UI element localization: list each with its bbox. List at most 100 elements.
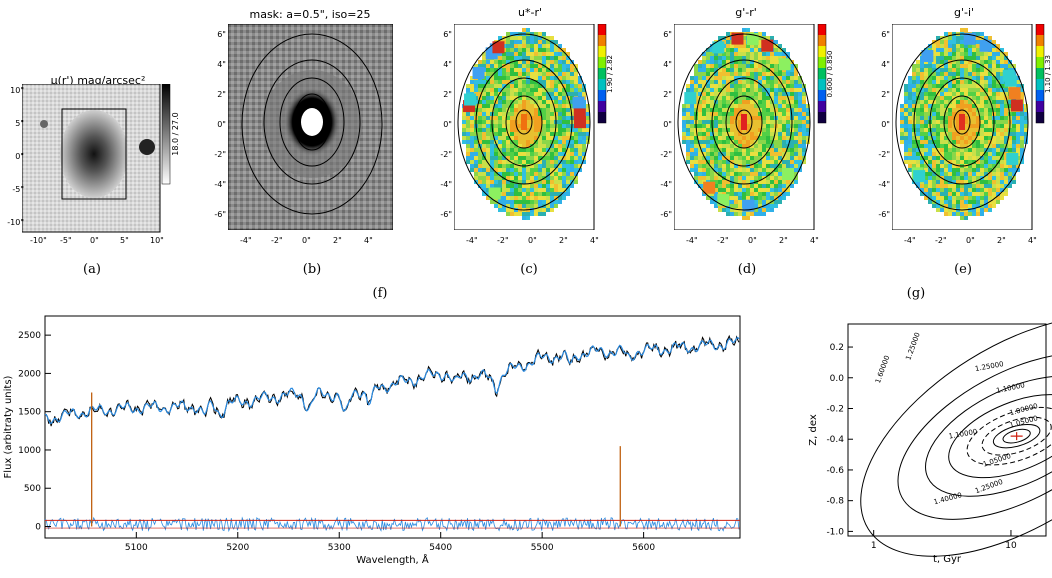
pixel — [770, 124, 774, 128]
pixel — [550, 196, 554, 200]
pixel — [770, 52, 774, 56]
pixel — [798, 92, 802, 96]
pixel — [546, 64, 550, 68]
pixel — [988, 72, 992, 76]
pixel — [940, 120, 944, 124]
pixel — [538, 140, 542, 144]
pixel — [948, 184, 952, 188]
pixel — [794, 64, 798, 68]
pixel — [1016, 80, 1020, 84]
pixel — [980, 144, 984, 148]
pixel — [558, 52, 562, 56]
pixel — [770, 148, 774, 152]
pixel — [746, 136, 750, 140]
pixel — [1012, 132, 1016, 136]
pixel — [494, 84, 498, 88]
pixel — [534, 68, 538, 72]
pixel — [988, 112, 992, 116]
pixel — [738, 192, 742, 196]
pixel — [778, 120, 782, 124]
pixel — [900, 124, 904, 128]
pixel — [992, 192, 996, 196]
pixel — [530, 148, 534, 152]
pixel — [1000, 196, 1004, 200]
pixel — [578, 136, 582, 140]
contour-label: 1.25000 — [904, 331, 921, 361]
pixel — [754, 204, 758, 208]
pixel — [530, 164, 534, 168]
blob — [1006, 152, 1019, 165]
pixel — [502, 160, 506, 164]
pixel — [976, 36, 980, 40]
pixel — [730, 104, 734, 108]
pixel — [742, 68, 746, 72]
pixel — [522, 144, 526, 148]
pixel — [718, 172, 722, 176]
pixel — [762, 68, 766, 72]
pixel — [1008, 164, 1012, 168]
pixel — [952, 152, 956, 156]
pixel — [968, 184, 972, 188]
pixel — [940, 136, 944, 140]
pixel — [790, 64, 794, 68]
pixel — [522, 96, 526, 100]
pixel — [766, 164, 770, 168]
blob — [717, 194, 730, 207]
pixel — [478, 140, 482, 144]
pixel — [996, 92, 1000, 96]
pixel — [554, 64, 558, 68]
pixel — [1020, 136, 1024, 140]
pixel — [570, 156, 574, 160]
pixel — [530, 88, 534, 92]
pixel — [992, 84, 996, 88]
pixel — [924, 196, 928, 200]
pixel — [506, 116, 510, 120]
pixel — [940, 192, 944, 196]
pixel — [904, 128, 908, 132]
pixel — [766, 116, 770, 120]
pixel — [530, 104, 534, 108]
pixel — [490, 184, 494, 188]
pixel — [706, 88, 710, 92]
pixel — [948, 32, 952, 36]
pixel — [948, 76, 952, 80]
pixel — [1004, 108, 1008, 112]
pixel — [726, 160, 730, 164]
a-xtick: 5" — [120, 236, 129, 245]
pixel — [952, 148, 956, 152]
pixel — [722, 84, 726, 88]
pixel — [494, 140, 498, 144]
pixel — [952, 80, 956, 84]
pixel — [526, 112, 530, 116]
pixel — [486, 176, 490, 180]
pixel — [956, 36, 960, 40]
pixel — [798, 120, 802, 124]
pixel — [490, 96, 494, 100]
pixel — [770, 64, 774, 68]
pixel — [1020, 128, 1024, 132]
pixel — [968, 144, 972, 148]
pixel — [754, 188, 758, 192]
pixel — [758, 192, 762, 196]
pixel — [482, 184, 486, 188]
pixel — [566, 168, 570, 172]
caption-a: (a) — [83, 262, 101, 277]
pixel — [746, 124, 750, 128]
pixel — [574, 164, 578, 168]
pixel — [936, 128, 940, 132]
pixel — [574, 76, 578, 80]
pixel — [466, 128, 470, 132]
pixel — [542, 192, 546, 196]
pixel — [486, 180, 490, 184]
pixel — [466, 144, 470, 148]
pixel — [948, 136, 952, 140]
pixel — [694, 64, 698, 68]
pixel — [960, 152, 964, 156]
pixel — [754, 196, 758, 200]
pixel — [722, 104, 726, 108]
pixel — [774, 180, 778, 184]
pixel — [742, 212, 746, 216]
pixel — [1004, 52, 1008, 56]
pixel — [984, 52, 988, 56]
pixel — [952, 136, 956, 140]
